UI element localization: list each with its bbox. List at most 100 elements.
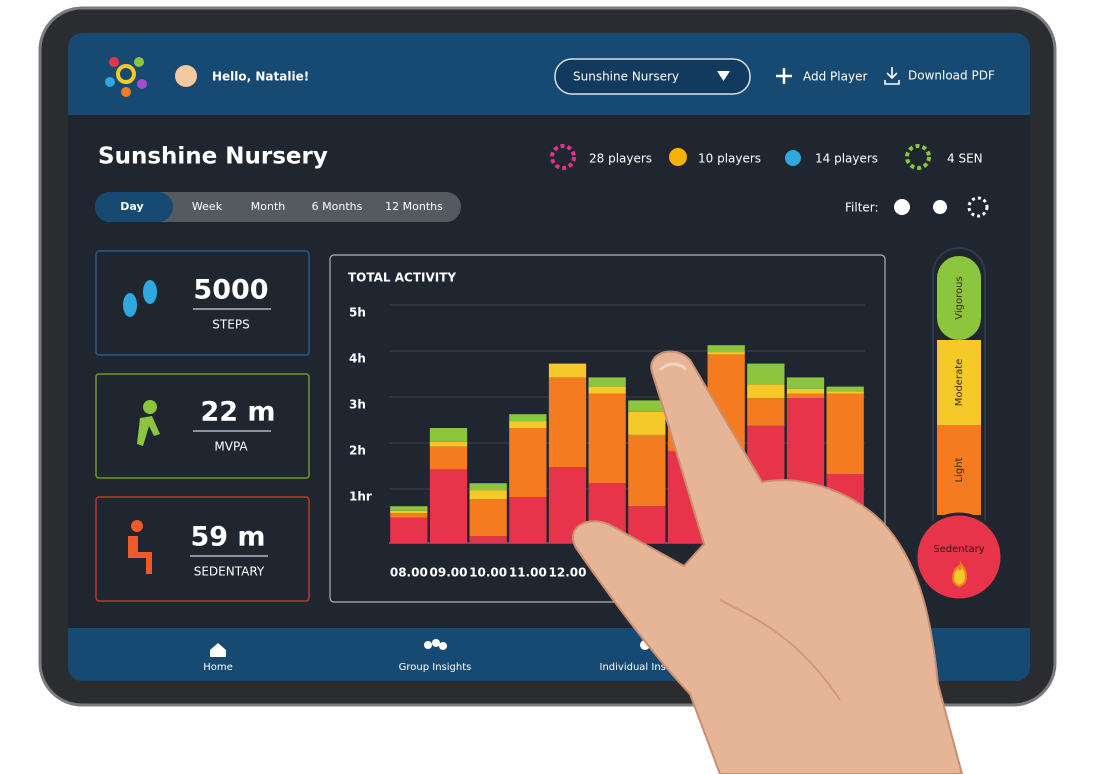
bar-segment: [628, 434, 666, 507]
bar-segment: [588, 393, 626, 484]
filter-icon[interactable]: [933, 200, 947, 214]
card: [95, 373, 310, 479]
bar-segment: [390, 517, 428, 543]
tab[interactable]: Day: [120, 200, 143, 213]
home-icon: [210, 643, 226, 657]
bar-segment: [628, 400, 666, 412]
bar-segment: [707, 352, 745, 355]
bar-segment: [509, 421, 547, 428]
bar-segment: [429, 428, 468, 442]
y-tick-label: 4h: [349, 352, 366, 366]
tab[interactable]: 12 Months: [385, 200, 443, 213]
tab[interactable]: Week: [192, 200, 223, 213]
mvpa-icon: [137, 400, 160, 446]
bar-segment: [588, 386, 626, 394]
bar-segment: [628, 506, 666, 543]
filter-icon[interactable]: [967, 196, 989, 218]
nav-item[interactable]: Group Insights: [399, 662, 472, 673]
flame-icon: [952, 561, 967, 588]
bar-segment: [469, 499, 507, 537]
meter-label: Sedentary: [933, 544, 984, 555]
bar-segment: [588, 377, 626, 387]
bar-segment: [469, 490, 507, 500]
hand: [572, 350, 964, 774]
meter-label: Vigorous: [954, 276, 965, 319]
bar-segment: [509, 414, 547, 422]
sedentary-icon: [128, 520, 152, 574]
bar-segment: [429, 469, 468, 543]
meter-segment: [937, 256, 981, 340]
bar-segment: [747, 363, 785, 385]
bar-segment: [826, 386, 864, 392]
bar-segment: [509, 428, 547, 497]
card-label: SEDENTARY: [194, 565, 265, 579]
page-title: Sunshine Nursery: [98, 144, 328, 170]
chart-title: TOTAL ACTIVITY: [348, 271, 456, 285]
bar-segment: [747, 384, 785, 399]
download-pdf-button[interactable]: Download PDF: [908, 69, 995, 83]
bar-segment: [429, 441, 468, 447]
y-tick-label: 2h: [349, 444, 366, 458]
y-tick-label: 5h: [349, 306, 366, 320]
stat-icon: [905, 144, 931, 170]
chart-frame: [329, 254, 886, 603]
card: [95, 250, 310, 356]
nav-item[interactable]: Individual Insights: [600, 662, 691, 673]
steps-icon: [123, 280, 157, 317]
stat-icon: [550, 144, 576, 170]
bar-segment: [786, 377, 825, 389]
stat: 10 players: [698, 152, 761, 166]
greeting: Hello, Natalie!: [212, 70, 309, 84]
bar-segment: [826, 393, 864, 474]
bar-segment: [390, 513, 428, 518]
add-player-button[interactable]: Add Player: [803, 70, 867, 84]
card-label: MVPA: [214, 440, 248, 454]
dropdown-label: Sunshine Nursery: [573, 70, 679, 84]
card-label: STEPS: [212, 318, 249, 332]
stat-icon: [785, 150, 801, 166]
meter-segment: [937, 340, 981, 425]
bar-segment: [429, 446, 468, 470]
bar-segment: [786, 393, 825, 399]
filter-icon[interactable]: [894, 199, 910, 215]
bar-segment: [747, 398, 785, 426]
meter-bulb: [914, 512, 1004, 602]
y-tick-label: 3h: [349, 398, 366, 412]
avatar: [175, 65, 197, 87]
card-value: 5000: [193, 275, 268, 306]
meter-segment: [937, 425, 981, 515]
header-bar: [68, 33, 1030, 115]
nav-item[interactable]: Home: [203, 662, 233, 673]
download-icon: [884, 67, 900, 85]
x-tick-label: 12.00: [549, 566, 587, 580]
logo: [105, 57, 147, 97]
tab[interactable]: Month: [251, 200, 286, 213]
tab-active: [95, 192, 173, 222]
bar-segment: [469, 536, 507, 543]
filter-label: Filter:: [845, 201, 879, 215]
y-tick-label: 1hr: [349, 490, 372, 504]
x-tick-label: 08.00: [390, 566, 428, 580]
x-tick-label: 10.00: [469, 566, 507, 580]
bar-segment: [826, 391, 864, 394]
bar-segment: [390, 510, 428, 514]
meter-label: Light: [954, 457, 965, 482]
dropdown-arrow: [717, 71, 730, 81]
stat: 4 SEN: [947, 152, 983, 166]
tab[interactable]: 6 Months: [312, 200, 363, 213]
bar-segment: [548, 363, 587, 378]
card: [95, 496, 310, 602]
bar-segment: [786, 388, 825, 394]
bar-segment: [509, 497, 547, 543]
x-tick-label: 11.00: [509, 566, 547, 580]
add-icon: [776, 68, 792, 84]
card-value: 22 m: [200, 397, 275, 428]
card-value: 59 m: [190, 522, 265, 553]
stat: 14 players: [815, 152, 878, 166]
meter-label: Moderate: [954, 359, 965, 407]
x-tick-label: 09.00: [430, 566, 468, 580]
bar-segment: [390, 506, 428, 511]
nursery-dropdown[interactable]: [554, 58, 751, 95]
stat: 28 players: [589, 152, 652, 166]
